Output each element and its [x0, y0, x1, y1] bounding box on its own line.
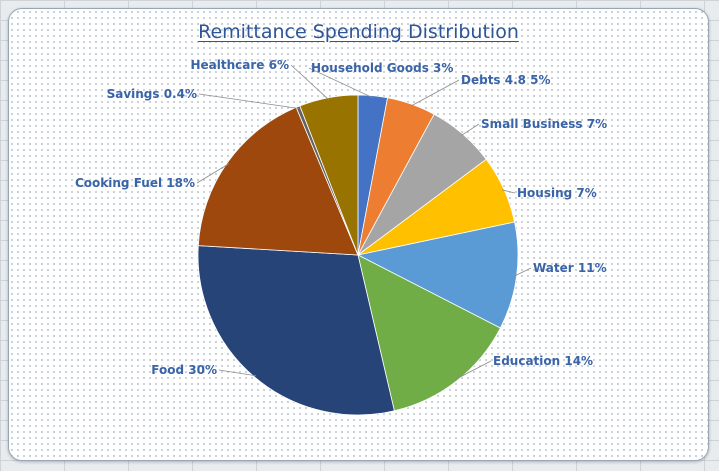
chart-title: Remittance Spending Distribution [198, 21, 519, 43]
pie-slice-food [197, 245, 395, 416]
leader-line-housing [501, 189, 516, 194]
chart-card: Remittance Spending Distribution Househo… [8, 8, 709, 461]
slice-label-cooking-fuel: Cooking Fuel 18% [75, 176, 195, 190]
pie-slice-education [357, 254, 501, 412]
slice-label-education: Education 14% [493, 354, 593, 368]
pie-slice-healthcare [299, 94, 359, 256]
leader-line-education [455, 360, 492, 380]
slice-label-housing: Housing 7% [517, 186, 597, 200]
leader-line-water [514, 267, 532, 277]
leader-line-household-goods [308, 67, 373, 99]
leader-lines [196, 64, 532, 380]
slice-label-healthcare: Healthcare 6% [191, 58, 290, 72]
slice-label-household-goods: Household Goods 3% [311, 61, 453, 75]
leader-line-savings [198, 93, 299, 109]
pie-slice-cooking-fuel [197, 106, 359, 256]
slice-labels: Household Goods 3% Debts 4.8 5% Small Busi… [75, 58, 607, 377]
leader-line-small-business [461, 123, 480, 136]
leader-line-cooking-fuel [196, 163, 230, 184]
pie-slice-water [356, 221, 519, 329]
slice-label-small-business: Small Business 7% [481, 117, 607, 131]
slice-label-debts: Debts 4.8 5% [461, 73, 551, 87]
slice-label-food: Food 30% [151, 363, 217, 377]
leader-line-food [218, 369, 257, 377]
slice-label-water: Water 11% [533, 261, 607, 275]
leader-line-healthcare [290, 64, 330, 101]
leader-line-debts [410, 79, 460, 107]
pie-slices [197, 94, 519, 416]
slice-label-savings: Savings 0.4% [107, 87, 197, 101]
pie-chart: Household Goods 3% Debts 4.8 5% Small Busi… [75, 58, 607, 416]
